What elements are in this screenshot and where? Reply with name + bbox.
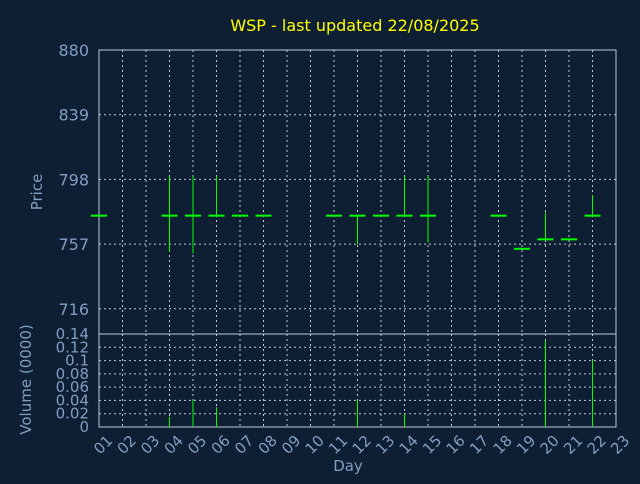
x-tick: 17 [466, 432, 492, 458]
price-y-tick: 716 [58, 300, 89, 319]
price-axis-label: Price [28, 174, 46, 211]
x-tick: 07 [231, 432, 257, 458]
x-tick: 10 [302, 432, 328, 458]
x-tick: 21 [560, 432, 586, 458]
x-tick: 12 [349, 432, 375, 458]
x-tick: 18 [490, 432, 516, 458]
price-y-tick-labels: 880 839 798 757 716 [58, 41, 89, 319]
candles [91, 176, 601, 254]
volume-y-tick-labels: 0.140.120.10.080.060.040.020 [56, 325, 89, 436]
volume-y-tick: 0.14 [56, 325, 89, 343]
volume-axis-label: Volume (0000) [17, 324, 35, 434]
x-tick: 14 [396, 432, 422, 458]
volume-y-tick: 0 [79, 418, 89, 436]
candle [420, 176, 436, 243]
x-tick: 05 [184, 432, 210, 458]
volume-gridlines [99, 334, 616, 427]
volume-y-tick: 0.04 [56, 391, 89, 409]
candle [208, 176, 225, 217]
x-tick: 13 [372, 432, 398, 458]
x-tick: 22 [584, 432, 610, 458]
price-y-tick: 880 [58, 41, 89, 60]
volume-y-tick: 0.08 [56, 365, 89, 383]
price-y-tick: 757 [58, 235, 89, 254]
candle [584, 195, 601, 217]
x-tick: 16 [443, 432, 469, 458]
x-tick: 06 [208, 432, 234, 458]
x-tick: 04 [161, 432, 187, 458]
volume-y-tick: 0.12 [56, 338, 89, 356]
x-tick: 19 [513, 432, 539, 458]
volume-y-tick: 0.1 [65, 352, 89, 370]
candle [537, 212, 554, 241]
x-axis-label: Day [333, 457, 363, 475]
x-tick: 15 [419, 432, 445, 458]
candle [161, 176, 178, 252]
volume-bars [169, 340, 593, 427]
volume-y-tick: 0.06 [56, 378, 89, 396]
x-tick: 09 [278, 432, 304, 458]
price-y-tick: 839 [58, 106, 89, 125]
price-y-tick: 798 [58, 170, 89, 189]
candle [396, 176, 413, 217]
x-tick: 11 [325, 432, 351, 458]
candle [349, 214, 366, 245]
candle [185, 176, 201, 254]
x-tick: 01 [90, 432, 116, 458]
chart-title: WSP - last updated 22/08/2025 [230, 16, 479, 35]
x-tick: 02 [114, 432, 140, 458]
volume-y-tick: 0.02 [56, 405, 89, 423]
x-tick: 03 [137, 432, 163, 458]
price-gridlines [99, 50, 616, 334]
x-tick-labels: 0102030405060708091011121314151617181920… [90, 432, 633, 458]
x-tick: 23 [607, 432, 633, 458]
x-tick: 20 [537, 432, 563, 458]
x-tick: 08 [255, 432, 281, 458]
